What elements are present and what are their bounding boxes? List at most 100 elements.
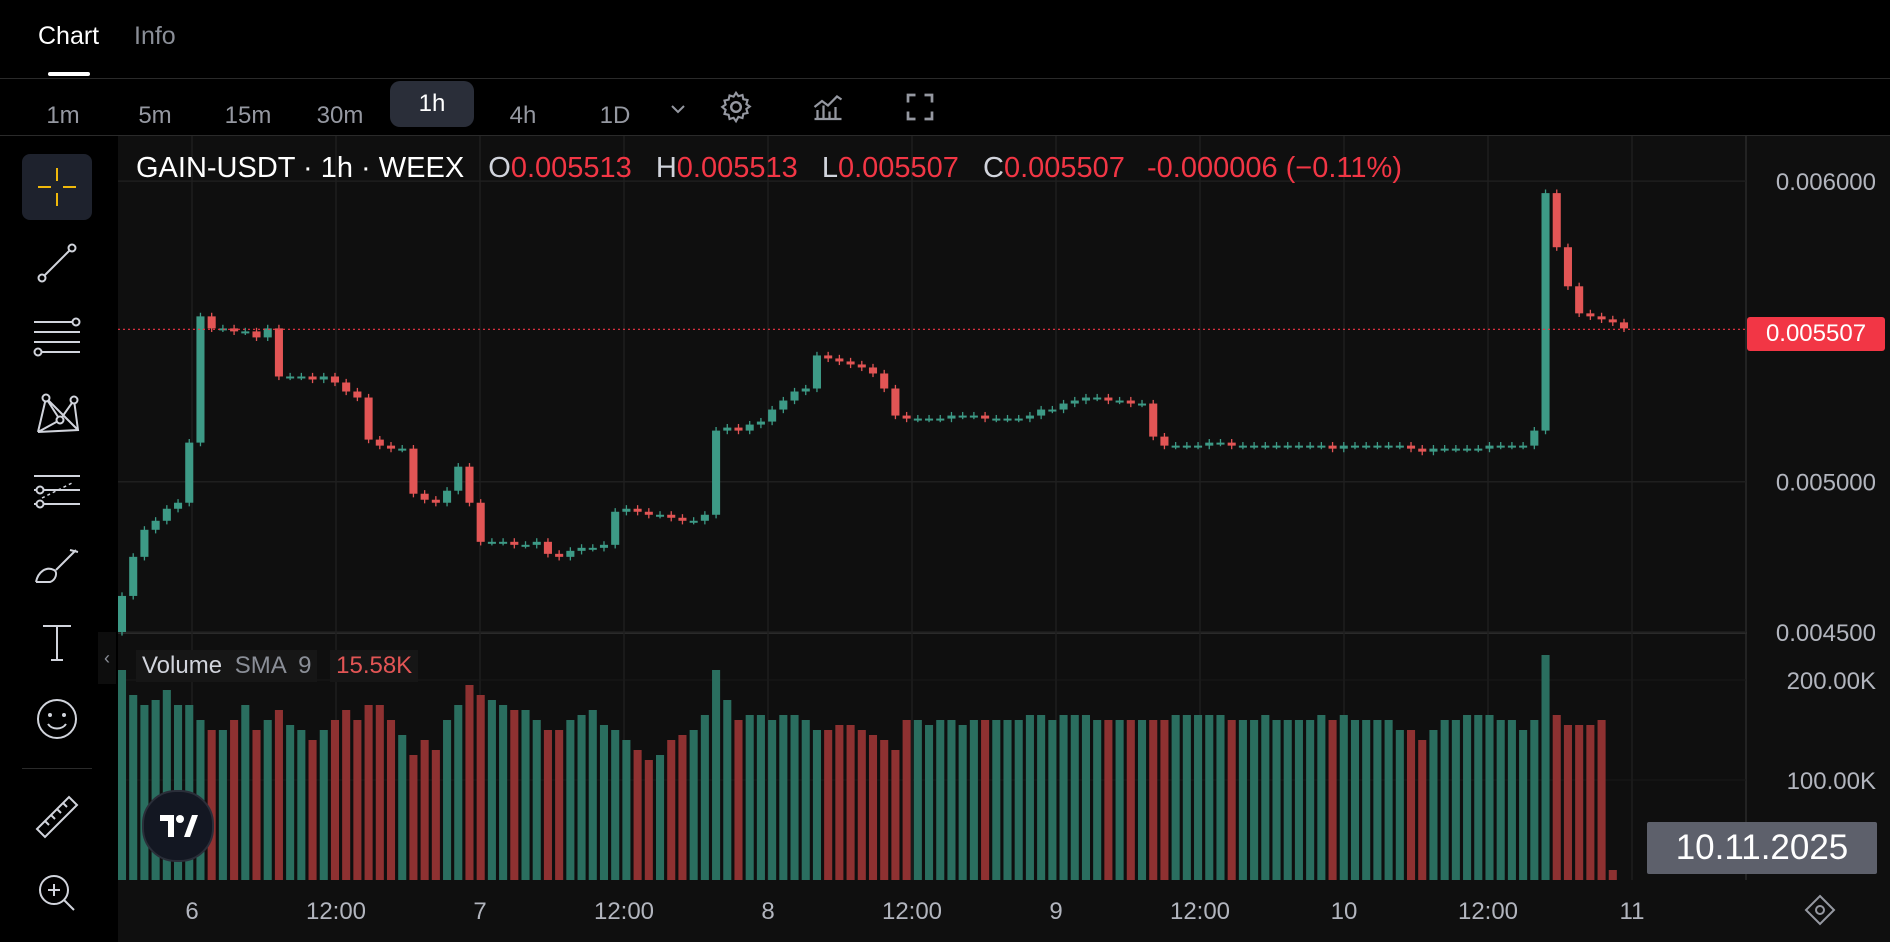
fullscreen-icon[interactable] [902, 89, 938, 130]
volume-bar [1451, 720, 1460, 880]
candle-body [1586, 313, 1595, 317]
timeframe-1h[interactable]: 1h [390, 81, 474, 127]
volume-bar [1440, 720, 1449, 880]
candle-body [1474, 448, 1483, 451]
crosshair-icon [38, 168, 76, 206]
candle-body [420, 493, 429, 500]
volume-bar [129, 695, 138, 880]
price-pane [118, 136, 1746, 632]
candle-body [499, 541, 508, 544]
axis-settings-icon[interactable] [1800, 892, 1840, 933]
timeframe-1d[interactable]: 1D [599, 102, 631, 129]
candle-body [286, 376, 295, 379]
volume-label[interactable]: Volume [142, 652, 223, 679]
candle-body [700, 514, 709, 521]
volume-bar [1182, 715, 1191, 880]
candle-body [1238, 445, 1247, 448]
candle-body [644, 511, 653, 515]
symbol-label[interactable]: GAIN-USDT · 1h · WEEX [136, 152, 465, 184]
candle-body [913, 418, 922, 421]
volume-bar [1530, 720, 1539, 880]
brush-tool[interactable] [22, 534, 92, 600]
volume-bar [588, 710, 597, 880]
volume-bar [1306, 720, 1315, 880]
forecast-icon [34, 475, 80, 509]
x-tick-label: 6 [185, 898, 198, 925]
tab-chart[interactable]: Chart [38, 22, 100, 50]
volume-bar [1194, 715, 1203, 880]
chart-toolbar: 1m 5m 15m 30m 1h 4h 1D [0, 79, 1890, 136]
candle-body [353, 391, 362, 398]
volume-bar [499, 705, 508, 880]
tradingview-logo[interactable] [142, 790, 214, 862]
volume-bar [263, 720, 272, 880]
volume-bar [779, 715, 788, 880]
candle-body [790, 391, 799, 401]
timeframe-15m[interactable]: 15m [224, 102, 272, 129]
volume-bar [1406, 730, 1416, 880]
timeframe-4h[interactable]: 4h [509, 102, 537, 129]
volume-bar [913, 720, 922, 880]
volume-bar [1350, 720, 1360, 880]
candle-body [1160, 436, 1169, 446]
volume-bar [947, 720, 956, 880]
sma-period: 9 [298, 652, 312, 679]
volume-tick-label: 200.00K [1787, 668, 1876, 695]
volume-bar [308, 740, 317, 880]
chart-area[interactable]: 6 12:00 7 12:00 8 12:00 9 12:00 10 12:00 11 0.00600… [118, 136, 1890, 942]
volume-bar [734, 720, 743, 880]
prediction-tool[interactable] [22, 458, 92, 524]
collapse-toolbar-chevron-icon[interactable]: ‹ [98, 632, 116, 684]
volume-bar [577, 715, 586, 880]
volume-bar [398, 735, 407, 880]
volume-bar [1261, 715, 1270, 880]
volume-bar [1272, 720, 1281, 880]
candle-body [1194, 445, 1203, 448]
tab-info[interactable]: Info [134, 22, 176, 50]
candle-body [1563, 247, 1572, 287]
candle-body [768, 409, 777, 422]
candle-body [1463, 448, 1472, 451]
settings-gear-icon[interactable] [718, 89, 754, 130]
candle-body [880, 373, 889, 389]
volume-bar [1586, 725, 1595, 880]
y-tick-label: 0.006000 [1776, 169, 1876, 196]
candle-body [1507, 445, 1516, 448]
trend-line-tool[interactable] [22, 230, 92, 296]
volume-bar [454, 705, 463, 880]
candle-body [1575, 286, 1584, 314]
volume-bar [521, 710, 530, 880]
zoom-in-icon [39, 875, 75, 911]
candle-body [734, 427, 743, 431]
timeframe-dropdown-chevron-icon[interactable] [666, 97, 690, 126]
timeframe-5m[interactable]: 5m [138, 102, 172, 129]
emoji-tool[interactable] [22, 686, 92, 752]
candle-body [891, 388, 900, 416]
volume-bar [1171, 715, 1180, 880]
x-tick-label: 11 [1620, 898, 1645, 925]
x-tick-label: 12:00 [306, 898, 366, 925]
volume-bar [342, 710, 351, 880]
crosshair-tool[interactable] [22, 154, 92, 220]
volume-bar [241, 705, 250, 880]
volume-bar [599, 725, 609, 880]
zoom-tool[interactable] [22, 860, 92, 926]
indicators-icon[interactable] [810, 89, 846, 130]
volume-bar [835, 725, 844, 880]
timeframe-30m[interactable]: 30m [316, 102, 364, 129]
volume-bar [1384, 720, 1393, 880]
candle-body [1440, 448, 1449, 451]
fib-retracement-tool[interactable] [22, 306, 92, 372]
volume-bar [644, 760, 653, 880]
volume-bar [1496, 720, 1505, 880]
candlestick-chart[interactable]: 6 12:00 7 12:00 8 12:00 9 12:00 10 12:00 11 0.00600… [118, 136, 1890, 942]
text-tool[interactable] [22, 610, 92, 676]
pattern-tool[interactable] [22, 382, 92, 448]
volume-bar [1294, 720, 1303, 880]
timeframe-1m[interactable]: 1m [46, 102, 80, 129]
candle-body [1317, 445, 1326, 448]
measure-tool[interactable] [22, 784, 92, 850]
candle-body [151, 520, 160, 530]
volume-bar [1025, 715, 1034, 880]
volume-bar [611, 730, 620, 880]
